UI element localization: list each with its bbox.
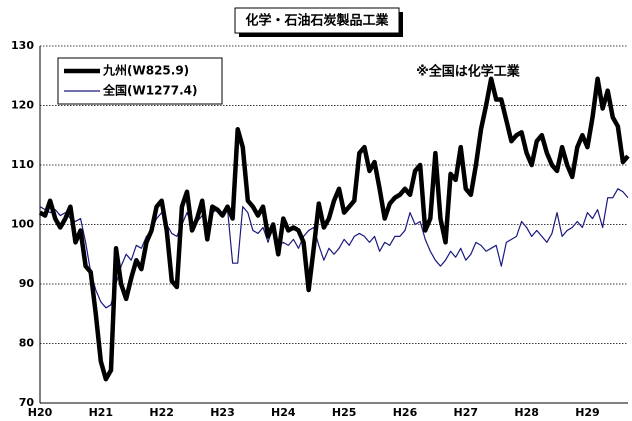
- y-tick-label: 100: [11, 218, 34, 231]
- series-line: [39, 188, 629, 309]
- legend-label: 九州(W825.9): [102, 63, 189, 78]
- y-tick-label: 90: [19, 277, 35, 290]
- y-tick-label: 120: [11, 99, 34, 112]
- y-tick-label: 80: [19, 337, 35, 350]
- x-tick-label: H26: [393, 406, 418, 419]
- x-tick-label: H25: [332, 406, 357, 419]
- x-tick-label: H21: [89, 406, 114, 419]
- x-tick-label: H28: [514, 406, 539, 419]
- y-tick-label: 110: [11, 158, 34, 171]
- annotation: ※全国は化学工業: [416, 64, 521, 80]
- x-tick-label: H23: [210, 406, 235, 419]
- legend-box: [57, 57, 223, 105]
- x-tick-label: H22: [149, 406, 174, 419]
- x-tick-label: H29: [575, 406, 600, 419]
- legend-label: 全国(W1277.4): [102, 83, 198, 98]
- x-tick-label: H24: [271, 406, 296, 419]
- chart-title: 化学・石油石炭製品工業: [245, 13, 389, 29]
- x-tick-label: H27: [454, 406, 479, 419]
- x-tick-label: H20: [28, 406, 53, 419]
- y-tick-label: 70: [19, 396, 35, 409]
- series-line: [38, 76, 630, 382]
- title-box: [234, 7, 400, 34]
- y-tick-label: 130: [11, 39, 34, 52]
